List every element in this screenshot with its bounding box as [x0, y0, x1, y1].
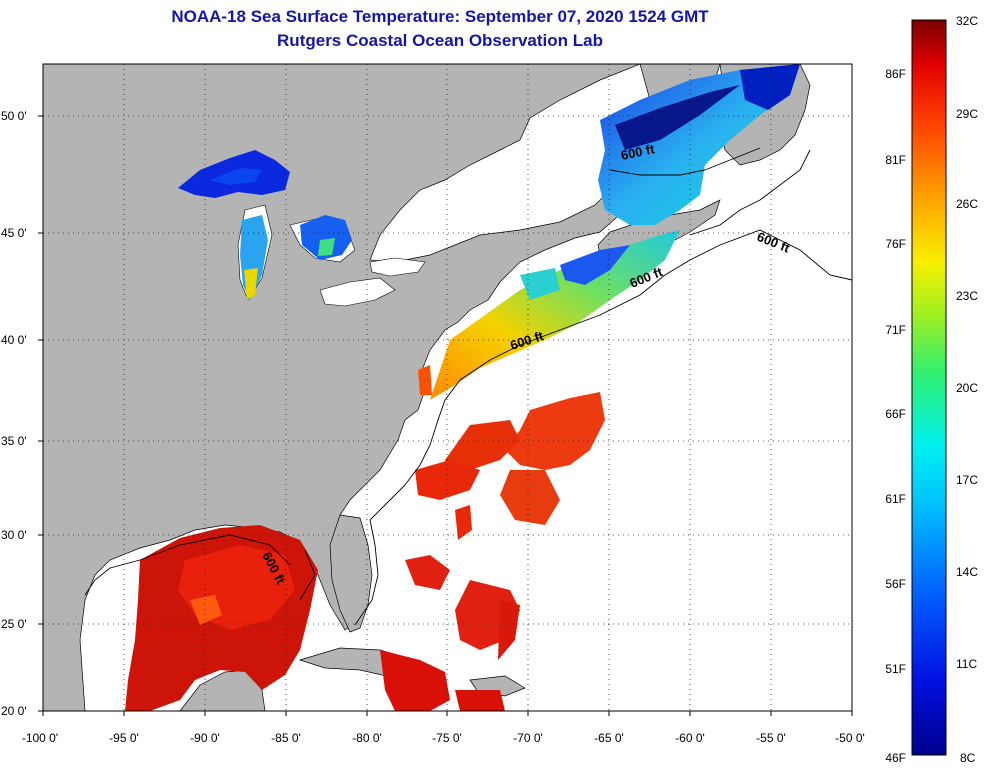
latitude-labels: 50 0' 45 0' 40 0' 35 0' 30 0' 25 0' 20 0… [1, 109, 27, 718]
lon-label: -60 0' [675, 731, 705, 745]
lat-label: 20 0' [1, 704, 27, 718]
celsius-label: 29C [956, 107, 978, 121]
lon-label: -75 0' [432, 731, 462, 745]
fahrenheit-label: 51F [885, 662, 906, 676]
lat-label: 50 0' [1, 109, 27, 123]
lat-label: 40 0' [1, 333, 27, 347]
celsius-label: 23C [956, 289, 978, 303]
lon-label: -50 0' [835, 731, 865, 745]
celsius-label: 32C [956, 14, 978, 28]
isobath-600ft [84, 147, 852, 626]
lon-label: -65 0' [594, 731, 624, 745]
lon-label: -100 0' [22, 731, 58, 745]
longitude-labels: -100 0' -95 0' -90 0' -85 0' -80 0' -75 … [22, 731, 865, 745]
lat-label: 30 0' [1, 528, 27, 542]
lat-label: 25 0' [1, 617, 27, 631]
contour-label: 600 ft [620, 141, 657, 163]
fahrenheit-label: 66F [885, 407, 906, 421]
celsius-label: 14C [956, 565, 978, 579]
fahrenheit-label: 81F [885, 153, 906, 167]
lon-label: -70 0' [513, 731, 543, 745]
celsius-label: 8C [960, 751, 976, 765]
map-subtitle: Rutgers Coastal Ocean Observation Lab [277, 31, 603, 50]
sst-data [125, 64, 800, 711]
lat-label: 35 0' [1, 434, 27, 448]
celsius-label: 17C [956, 473, 978, 487]
fahrenheit-label: 76F [885, 237, 906, 251]
fahrenheit-label: 86F [885, 67, 906, 81]
lon-label: -80 0' [352, 731, 382, 745]
colorbar-celsius-labels: 32C 29C 26C 23C 20C 17C 14C 11C 8C [956, 14, 978, 765]
fahrenheit-label: 61F [885, 492, 906, 506]
lon-label: -55 0' [756, 731, 786, 745]
temperature-colorbar [911, 19, 947, 756]
fahrenheit-label: 46F [885, 751, 906, 765]
axis-ticks [38, 115, 853, 716]
celsius-label: 26C [956, 197, 978, 211]
lon-label: -85 0' [271, 731, 301, 745]
lon-label: -90 0' [190, 731, 220, 745]
lat-label: 45 0' [1, 226, 27, 240]
lon-label: -95 0' [109, 731, 139, 745]
fahrenheit-label: 71F [885, 323, 906, 337]
fahrenheit-label: 56F [885, 577, 906, 591]
celsius-label: 11C [956, 657, 977, 671]
celsius-label: 20C [956, 381, 978, 395]
colorbar-fahrenheit-labels: 86F 81F 76F 71F 66F 61F 56F 51F 46F [885, 67, 906, 765]
map-title: NOAA-18 Sea Surface Temperature: Septemb… [171, 7, 709, 26]
